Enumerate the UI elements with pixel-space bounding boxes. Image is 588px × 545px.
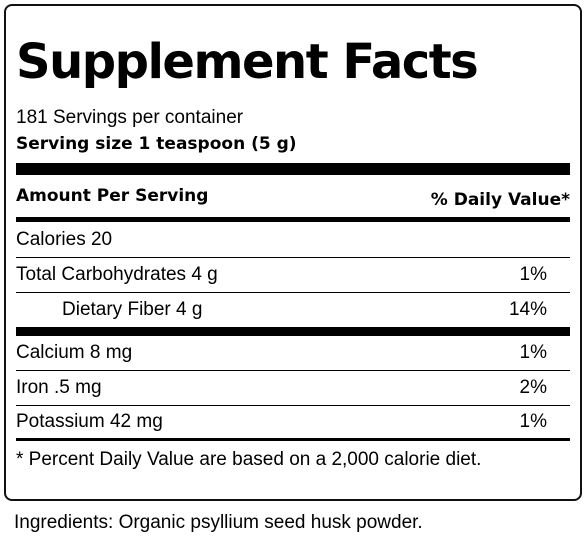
nutrient-row-dietary-fiber: Dietary Fiber 4 g 14% [16, 293, 570, 328]
nutrient-name: Dietary Fiber 4 g [62, 299, 203, 320]
header-divider [16, 217, 570, 222]
nutrient-row-total-carbohydrates: Total Carbohydrates 4 g 1% [16, 258, 570, 293]
thick-divider [16, 163, 570, 175]
nutrient-row-calcium: Calcium 8 mg 1% [16, 336, 570, 371]
nutrient-daily-value: 1% [519, 411, 547, 432]
daily-value-header: % Daily Value* [430, 190, 570, 210]
column-header-row: Amount Per Serving % Daily Value* [16, 175, 570, 217]
servings-per-container: 181 Servings per container [16, 107, 244, 128]
supplement-facts-panel: Supplement Facts 181 Servings per contai… [4, 4, 582, 501]
nutrient-daily-value: 1% [519, 264, 547, 285]
nutrient-daily-value: 14% [508, 299, 547, 320]
nutrient-row-calories: Calories 20 [16, 222, 570, 258]
nutrient-name: Potassium 42 mg [16, 411, 163, 432]
serving-size: Serving size 1 teaspoon (5 g) [16, 134, 297, 154]
nutrient-row-iron: Iron .5 mg 2% [16, 371, 570, 406]
nutrient-name: Total Carbohydrates 4 g [16, 264, 218, 285]
daily-value-footnote: * Percent Daily Value are based on a 2,0… [16, 449, 482, 470]
nutrient-row-potassium: Potassium 42 mg 1% [16, 406, 570, 441]
panel-title: Supplement Facts [16, 34, 479, 90]
nutrient-name: Calcium 8 mg [16, 342, 133, 363]
nutrient-daily-value: 2% [519, 377, 547, 398]
nutrient-daily-value: 1% [519, 342, 547, 363]
nutrient-name: Iron .5 mg [16, 377, 102, 398]
section-divider [16, 327, 570, 336]
amount-per-serving-header: Amount Per Serving [16, 186, 209, 206]
nutrient-name: Calories 20 [16, 228, 113, 250]
ingredients-text: Ingredients: Organic psyllium seed husk … [14, 512, 423, 533]
